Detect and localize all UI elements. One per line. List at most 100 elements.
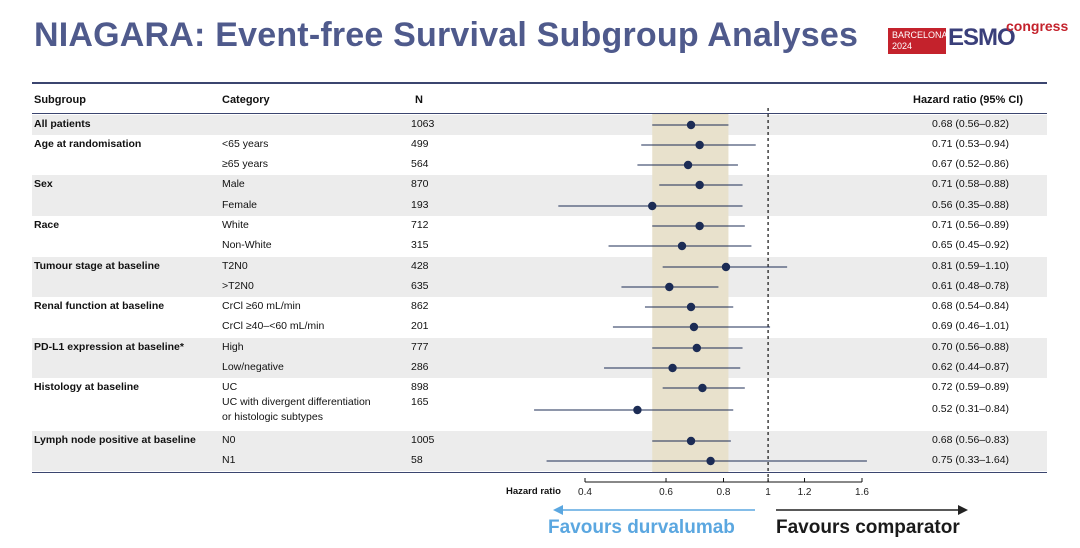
- row-subgroup: Lymph node positive at baseline: [34, 434, 196, 446]
- row-hr-text: 0.71 (0.58–0.88): [932, 178, 1010, 190]
- row-category: CrCl ≥60 mL/min: [222, 300, 301, 312]
- x-tick-label: 0.8: [717, 487, 731, 498]
- row-hr-text: 0.81 (0.59–1.10): [932, 260, 1010, 272]
- row-n: 315: [411, 239, 429, 251]
- row-n: 165: [411, 396, 429, 408]
- row-category: Low/negative: [222, 361, 284, 373]
- row-category: White: [222, 219, 249, 231]
- row-hr-text: 0.56 (0.35–0.88): [932, 199, 1010, 211]
- hr-point: [692, 343, 702, 353]
- row-hr-text: 0.68 (0.56–0.82): [932, 118, 1010, 130]
- hr-point: [648, 201, 657, 211]
- row-hr-text: 0.71 (0.56–0.89): [932, 219, 1010, 231]
- row-hr-text: 0.72 (0.59–0.89): [932, 381, 1010, 393]
- row-hr-text: 0.69 (0.46–1.01): [932, 320, 1010, 332]
- row-n: 193: [411, 199, 429, 211]
- row-category: CrCl ≥40–<60 mL/min: [222, 320, 325, 332]
- hr-point: [633, 405, 642, 415]
- row-hr-text: 0.61 (0.48–0.78): [932, 280, 1010, 292]
- hr-point: [706, 456, 715, 466]
- hr-point: [686, 302, 696, 312]
- logo-year: 2024: [892, 41, 913, 51]
- row-hr-text: 0.71 (0.53–0.94): [932, 138, 1010, 150]
- row-n: 286: [411, 361, 429, 373]
- hr-point: [689, 322, 699, 332]
- row-category-line2: or histologic subtypes: [222, 411, 323, 423]
- row-category: High: [222, 341, 244, 353]
- x-axis-label: Hazard ratio: [506, 486, 561, 497]
- row-n: 862: [411, 300, 429, 312]
- favours-comparator-label: Favours comparator: [776, 517, 960, 538]
- row-n: 712: [411, 219, 429, 231]
- row-category: N1: [222, 454, 236, 466]
- row-category: T2N0: [222, 260, 248, 272]
- x-tick-label: 1.2: [798, 487, 812, 498]
- page-title: NIAGARA: Event-free Survival Subgroup An…: [34, 16, 859, 54]
- overall-ci-band: [652, 114, 729, 472]
- header-subgroup: Subgroup: [34, 94, 86, 106]
- hr-point: [721, 262, 731, 272]
- x-tick-label: 0.4: [578, 487, 592, 498]
- top-rule: [32, 82, 1047, 84]
- row-subgroup: Race: [34, 219, 60, 231]
- favours-left-arrowhead: [553, 505, 563, 515]
- row-n: 428: [411, 260, 429, 272]
- row-subgroup: Age at randomisation: [34, 138, 142, 150]
- row-hr-text: 0.65 (0.45–0.92): [932, 239, 1010, 251]
- hr-point: [695, 180, 704, 190]
- header-n: N: [415, 94, 423, 106]
- favours-durvalumab-label: Favours durvalumab: [548, 517, 735, 538]
- row-band: [32, 431, 1047, 471]
- row-category: Non-White: [222, 239, 272, 251]
- x-tick-label: 0.6: [659, 487, 673, 498]
- header-rule: [32, 113, 1047, 114]
- row-band: [32, 115, 1047, 135]
- x-tick-label: 1.6: [855, 487, 869, 498]
- favours-right-arrowhead: [958, 505, 968, 515]
- row-n: 1005: [411, 434, 435, 446]
- row-subgroup: Tumour stage at baseline: [34, 260, 160, 272]
- row-category: Male: [222, 178, 245, 190]
- row-hr-text: 0.67 (0.52–0.86): [932, 158, 1010, 170]
- row-category: Female: [222, 199, 258, 211]
- row-hr-text: 0.52 (0.31–0.84): [932, 403, 1010, 415]
- row-n: 898: [411, 381, 429, 393]
- row-hr-text: 0.70 (0.56–0.88): [932, 341, 1010, 353]
- logo-suffix: congress: [1006, 18, 1069, 34]
- row-hr-text: 0.75 (0.33–1.64): [932, 454, 1010, 466]
- row-subgroup: Renal function at baseline: [34, 300, 165, 312]
- hr-point: [695, 140, 704, 150]
- hr-point: [683, 160, 693, 170]
- row-n: 58: [411, 454, 423, 466]
- row-n: 499: [411, 138, 429, 150]
- row-category: UC with divergent differentiation: [222, 396, 371, 408]
- row-subgroup: All patients: [34, 118, 91, 130]
- row-category: >T2N0: [222, 280, 254, 292]
- row-band: [32, 257, 1047, 297]
- row-n: 564: [411, 158, 429, 170]
- hr-point: [698, 383, 707, 393]
- row-subgroup: PD-L1 expression at baseline*: [34, 341, 184, 353]
- hr-point: [686, 436, 696, 446]
- row-n: 201: [411, 320, 429, 332]
- row-n: 635: [411, 280, 429, 292]
- header-hazard-ratio: Hazard ratio (95% CI): [913, 94, 1024, 106]
- header-category: Category: [222, 94, 270, 106]
- row-n: 1063: [411, 118, 435, 130]
- hr-point: [668, 363, 677, 373]
- hr-point: [677, 241, 687, 251]
- row-hr-text: 0.68 (0.56–0.83): [932, 434, 1010, 446]
- x-tick-label: 1: [765, 487, 771, 498]
- logo-brand: ESMO: [948, 24, 1016, 51]
- hr-point: [665, 282, 674, 292]
- row-category: N0: [222, 434, 236, 446]
- row-category: ≥65 years: [222, 158, 269, 170]
- row-hr-text: 0.62 (0.44–0.87): [932, 361, 1010, 373]
- bottom-rule: [32, 472, 1047, 473]
- row-band: [32, 338, 1047, 378]
- row-n: 870: [411, 178, 429, 190]
- row-category: UC: [222, 381, 238, 393]
- row-n: 777: [411, 341, 429, 353]
- esmo-congress-logo: BARCELONA 2024 ESMO congress: [888, 18, 1068, 56]
- logo-location-badge: BARCELONA 2024: [888, 28, 948, 54]
